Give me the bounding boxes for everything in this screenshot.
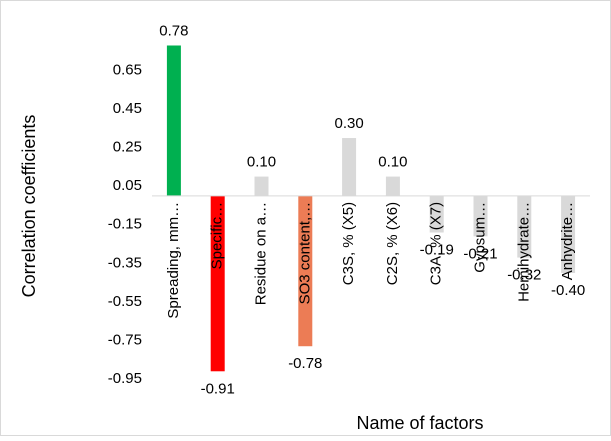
bar: [561, 195, 576, 273]
x-tick-label: SO3 content,…: [296, 202, 313, 305]
value-label: -0.32: [507, 267, 541, 284]
value-label: -0.19: [420, 241, 454, 258]
value-label: 0.30: [334, 115, 363, 132]
bar: [342, 138, 357, 196]
y-tick-label: -0.95: [108, 370, 142, 387]
y-tick-label: 0.45: [113, 100, 142, 117]
x-axis-title: Name of factors: [356, 413, 483, 433]
bar: [210, 195, 225, 372]
bar: [429, 195, 444, 233]
x-tick-label: Specific…: [209, 202, 226, 270]
x-tick-label: C2S, % (X6): [384, 202, 401, 285]
value-label: 0.10: [247, 154, 276, 171]
x-tick-label: C3S, % (X5): [340, 202, 357, 285]
value-label: -0.78: [288, 355, 322, 372]
x-tick-label: Spreading, mm…: [165, 202, 182, 319]
x-tick-label: Hemihydrate…: [515, 202, 532, 302]
x-tick-label: Gypsum…: [471, 202, 488, 273]
bar: [473, 195, 488, 237]
value-label: -0.91: [201, 380, 235, 397]
x-tick-label: Anhydrite…: [559, 202, 576, 280]
y-tick-label: -0.55: [108, 293, 142, 310]
value-label: -0.40: [551, 282, 585, 299]
x-tick-label: Residue on a…: [252, 202, 269, 305]
bar: [254, 176, 269, 196]
value-label: 0.10: [378, 154, 407, 171]
bar: [517, 195, 532, 258]
y-axis-title: Correlation coefficients: [19, 115, 39, 298]
y-tick-label: -0.15: [108, 216, 142, 233]
y-tick-label: -0.75: [108, 331, 142, 348]
y-tick-label: 0.65: [113, 62, 142, 79]
y-tick-label: 0.05: [113, 177, 142, 194]
bar: [385, 176, 400, 196]
value-label: -0.21: [463, 245, 497, 262]
y-tick-label: -0.35: [108, 254, 142, 271]
y-tick-label: 0.25: [113, 139, 142, 156]
x-tick-label: C3A, % (X7): [428, 202, 445, 285]
bar: [166, 45, 181, 196]
value-label: 0.78: [159, 22, 188, 39]
bar: [298, 195, 313, 347]
